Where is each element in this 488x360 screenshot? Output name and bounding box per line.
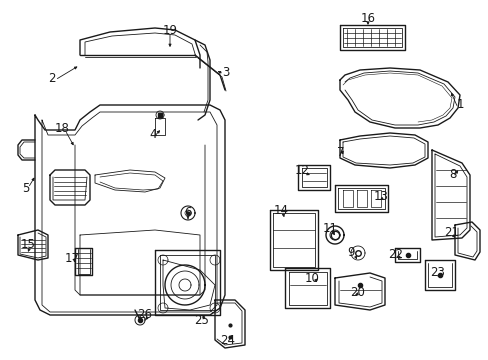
Text: 6: 6 — [184, 207, 191, 220]
Text: 15: 15 — [20, 238, 35, 252]
Text: 1: 1 — [455, 99, 463, 112]
Text: 22: 22 — [387, 248, 403, 261]
Text: 19: 19 — [162, 23, 177, 36]
Text: 17: 17 — [64, 252, 80, 265]
Text: 14: 14 — [273, 203, 288, 216]
Text: 23: 23 — [429, 266, 445, 279]
Text: 26: 26 — [137, 309, 152, 321]
Text: 24: 24 — [220, 333, 235, 346]
Text: 18: 18 — [55, 122, 69, 135]
Text: 3: 3 — [222, 66, 229, 78]
Text: 11: 11 — [322, 221, 337, 234]
Text: 21: 21 — [444, 225, 459, 238]
Text: 8: 8 — [448, 168, 456, 181]
Text: 16: 16 — [360, 12, 375, 24]
Text: 12: 12 — [294, 163, 309, 176]
Text: 10: 10 — [304, 271, 319, 284]
Text: 7: 7 — [337, 145, 344, 158]
Text: 25: 25 — [194, 314, 209, 327]
Text: 13: 13 — [373, 189, 387, 202]
Text: 9: 9 — [346, 247, 354, 260]
Text: 20: 20 — [350, 285, 365, 298]
Text: 4: 4 — [149, 129, 157, 141]
Text: 5: 5 — [22, 181, 30, 194]
Text: 2: 2 — [48, 72, 56, 85]
